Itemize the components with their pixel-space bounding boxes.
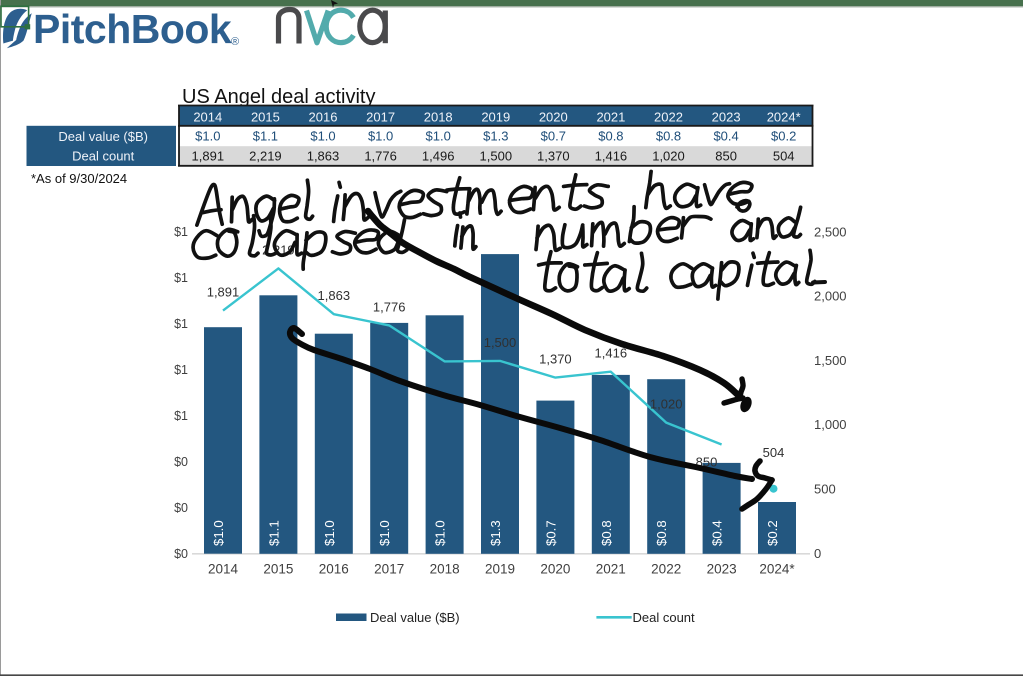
svg-text:$0: $0 (174, 501, 188, 515)
svg-text:1,500: 1,500 (484, 335, 517, 350)
svg-text:1,500: 1,500 (480, 148, 513, 163)
svg-text:$0.7: $0.7 (543, 520, 558, 546)
svg-text:1,496: 1,496 (422, 148, 455, 163)
svg-text:2023: 2023 (712, 109, 741, 124)
svg-text:850: 850 (715, 148, 737, 163)
svg-text:2022: 2022 (651, 562, 681, 577)
svg-text:Deal count: Deal count (72, 149, 135, 164)
svg-text:$1.0: $1.0 (195, 129, 220, 144)
svg-text:2021: 2021 (596, 562, 626, 577)
svg-text:$1: $1 (174, 409, 188, 423)
svg-text:$1.1: $1.1 (266, 520, 281, 546)
svg-text:2,219: 2,219 (249, 148, 282, 163)
svg-text:2024*: 2024* (767, 109, 801, 124)
svg-text:0: 0 (814, 546, 821, 561)
svg-text:$0.8: $0.8 (598, 129, 623, 144)
svg-text:$1.0: $1.0 (310, 129, 335, 144)
svg-text:$1: $1 (174, 363, 188, 377)
svg-text:2024*: 2024* (759, 562, 795, 577)
svg-text:Deal value ($B): Deal value ($B) (370, 610, 460, 625)
svg-text:1,891: 1,891 (192, 148, 225, 163)
svg-text:$1: $1 (174, 317, 188, 331)
svg-text:500: 500 (814, 482, 836, 497)
svg-text:*As of 9/30/2024: *As of 9/30/2024 (31, 171, 127, 186)
svg-text:2019: 2019 (481, 109, 510, 124)
svg-text:$0.8: $0.8 (654, 520, 669, 546)
svg-text:1,776: 1,776 (364, 148, 397, 163)
svg-text:2015: 2015 (263, 562, 293, 577)
svg-text:2017: 2017 (374, 562, 404, 577)
svg-text:$1.0: $1.0 (377, 520, 392, 546)
svg-text:2015: 2015 (251, 109, 280, 124)
svg-text:$1.3: $1.3 (488, 520, 503, 546)
svg-text:$1.3: $1.3 (483, 129, 508, 144)
svg-text:504: 504 (773, 148, 795, 163)
svg-text:1,370: 1,370 (537, 148, 570, 163)
svg-text:$1.0: $1.0 (322, 520, 337, 546)
svg-text:1,863: 1,863 (307, 148, 340, 163)
svg-text:$1.0: $1.0 (433, 520, 448, 546)
svg-text:2020: 2020 (540, 562, 570, 577)
svg-text:$1.0: $1.0 (211, 520, 226, 546)
svg-text:$0.8: $0.8 (656, 129, 681, 144)
svg-text:1,863: 1,863 (318, 288, 351, 303)
svg-text:1,370: 1,370 (539, 352, 572, 367)
svg-text:1,776: 1,776 (373, 299, 406, 314)
svg-text:2014: 2014 (208, 562, 239, 577)
svg-text:2016: 2016 (309, 109, 338, 124)
svg-text:2023: 2023 (707, 562, 737, 577)
svg-text:$1.0: $1.0 (426, 129, 451, 144)
svg-text:2016: 2016 (319, 562, 349, 577)
svg-text:2018: 2018 (424, 109, 453, 124)
svg-text:2022: 2022 (654, 109, 683, 124)
svg-text:Deal value ($B): Deal value ($B) (58, 129, 148, 144)
svg-text:PitchBook: PitchBook (33, 6, 232, 52)
svg-text:2020: 2020 (539, 109, 568, 124)
svg-text:1,000: 1,000 (814, 417, 847, 432)
svg-text:2018: 2018 (430, 562, 460, 577)
svg-text:®: ® (231, 36, 239, 48)
svg-text:$0: $0 (174, 455, 188, 469)
svg-text:1,416: 1,416 (595, 346, 628, 361)
svg-text:1,500: 1,500 (814, 353, 847, 368)
svg-text:2021: 2021 (596, 109, 625, 124)
svg-text:$1: $1 (174, 225, 188, 239)
svg-text:1,416: 1,416 (595, 148, 628, 163)
svg-text:$0.2: $0.2 (771, 129, 796, 144)
svg-text:$0.4: $0.4 (713, 129, 738, 144)
svg-text:$0.7: $0.7 (541, 129, 566, 144)
svg-text:504: 504 (763, 445, 785, 460)
svg-text:$1: $1 (174, 271, 188, 285)
svg-text:1,020: 1,020 (652, 148, 685, 163)
svg-text:1,020: 1,020 (650, 397, 683, 412)
svg-text:US Angel deal activity: US Angel deal activity (182, 86, 375, 108)
svg-text:2,000: 2,000 (814, 289, 847, 304)
svg-text:2,500: 2,500 (814, 224, 847, 239)
svg-text:2014: 2014 (193, 109, 222, 124)
svg-text:$0.4: $0.4 (710, 520, 725, 546)
svg-text:2019: 2019 (485, 562, 515, 577)
svg-text:2017: 2017 (366, 109, 395, 124)
svg-text:$0: $0 (174, 547, 188, 561)
svg-text:$1.0: $1.0 (368, 129, 393, 144)
svg-text:Deal count: Deal count (633, 610, 696, 625)
svg-text:1,891: 1,891 (207, 285, 240, 300)
svg-text:$0.2: $0.2 (765, 520, 780, 546)
svg-text:$1.1: $1.1 (253, 129, 278, 144)
svg-text:$0.8: $0.8 (599, 520, 614, 546)
